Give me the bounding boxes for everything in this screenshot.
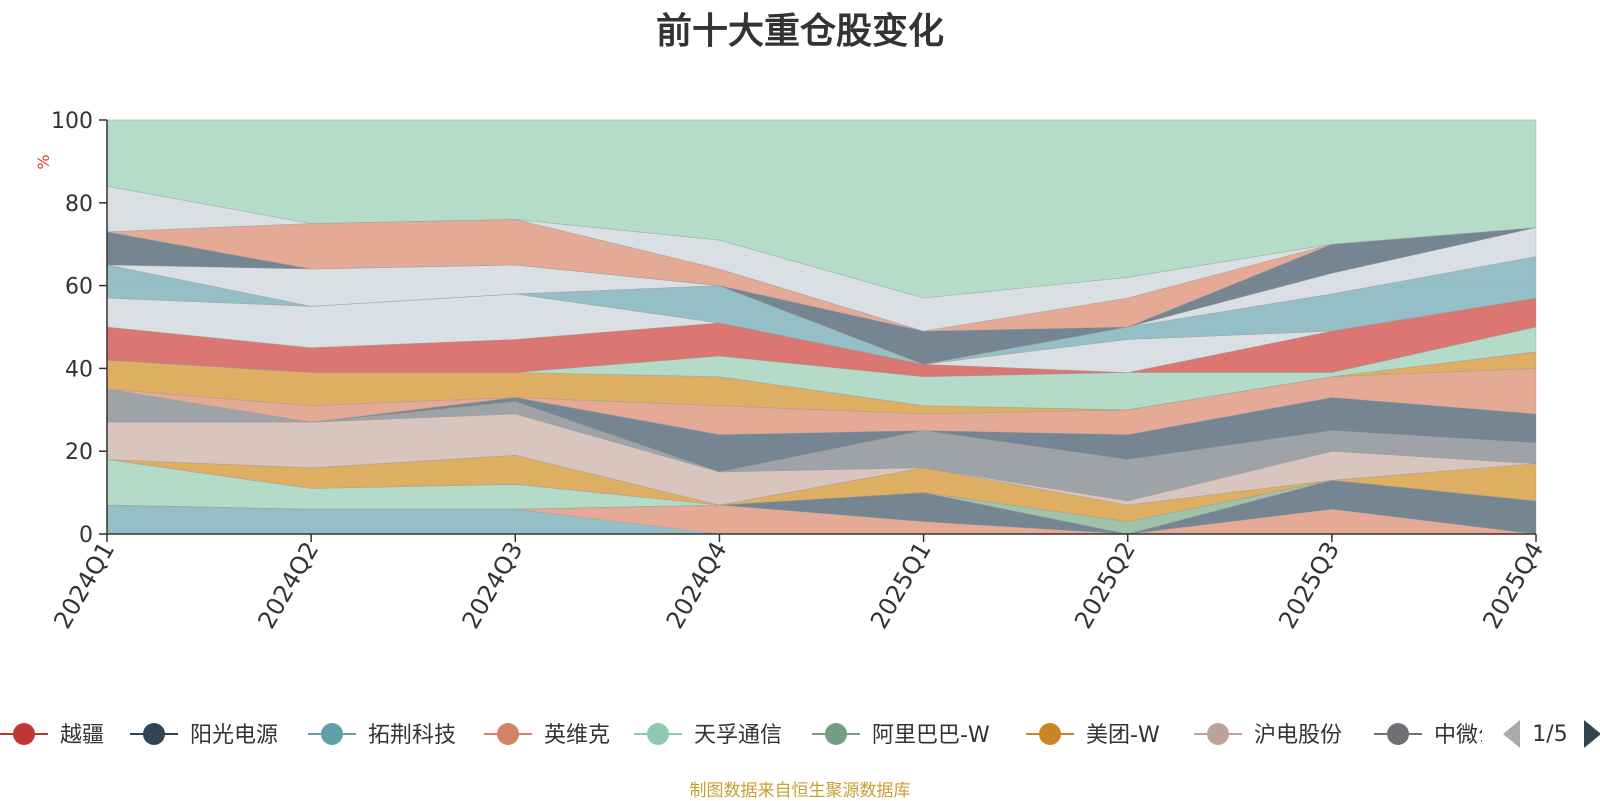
x-tick-label: 2024Q1 (48, 537, 120, 633)
legend-label: 美团-W (1086, 723, 1160, 748)
legend-marker (143, 723, 165, 745)
legend-label: 中微公司 (1434, 723, 1522, 748)
legend-item[interactable]: 拓荆科技 (308, 723, 456, 748)
legend-label: 天孚通信 (694, 723, 782, 748)
x-tick-label: 2025Q3 (1273, 537, 1345, 633)
x-tick-label: 2024Q4 (661, 537, 733, 633)
legend-marker (647, 723, 669, 745)
legend-marker (321, 723, 343, 745)
legend-label: 阳光电源 (190, 723, 278, 748)
legend-label: 拓荆科技 (368, 723, 456, 748)
y-tick-label: 40 (65, 357, 93, 382)
legend-item[interactable]: 美团-W (1026, 723, 1160, 748)
legend-item[interactable]: 沪电股份 (1194, 723, 1342, 748)
area-band (106, 119, 1537, 299)
legend-marker (1207, 723, 1229, 745)
y-tick-label: 20 (65, 440, 93, 465)
legend-marker (825, 723, 847, 745)
legend-marker (1387, 723, 1409, 745)
legend-row: 越疆 阳光电源 拓荆科技 英维克 天孚通信 阿里巴巴-W 美团-W 沪电股份 中微公司 (0, 723, 1522, 748)
y-tick-label: 0 (79, 523, 93, 548)
legend-item[interactable]: 越疆 (0, 723, 104, 748)
legend-page-indicator: 1/5 (1532, 722, 1567, 747)
chart-title: 前十大重仓股变化 (655, 11, 944, 52)
x-tick-label: 2025Q2 (1069, 537, 1141, 633)
legend-item[interactable]: 阿里巴巴-W (812, 723, 990, 748)
x-tick-label: 2024Q2 (252, 537, 324, 633)
legend-label: 英维克 (544, 723, 610, 748)
x-tick-label: 2025Q4 (1477, 537, 1549, 633)
legend-prev-icon[interactable] (1503, 720, 1520, 748)
legend-marker (497, 723, 519, 745)
source-note: 制图数据来自恒生聚源数据库 (689, 781, 911, 801)
legend-item[interactable]: 英维克 (484, 723, 610, 748)
legend-marker (13, 723, 35, 745)
y-tick-label: 60 (65, 275, 93, 300)
legend-pager: 1/5 (1503, 720, 1600, 748)
y-axis-label: % (34, 154, 53, 169)
legend-item[interactable]: 中微公司 (1374, 723, 1522, 748)
y-tick-label: 100 (51, 109, 93, 134)
legend-marker (1039, 723, 1061, 745)
legend-label: 沪电股份 (1254, 723, 1342, 748)
legend-label: 越疆 (60, 723, 104, 748)
legend-item[interactable]: 天孚通信 (634, 723, 782, 748)
stacked-areas (106, 119, 1537, 535)
y-tick-label: 80 (65, 192, 93, 217)
x-tick-label: 2025Q1 (865, 537, 937, 633)
legend: 越疆 阳光电源 拓荆科技 英维克 天孚通信 阿里巴巴-W 美团-W 沪电股份 中微公司 (0, 723, 1522, 748)
legend-label: 阿里巴巴-W (872, 723, 990, 748)
legend-next-icon[interactable] (1584, 720, 1600, 748)
legend-item[interactable]: 阳光电源 (130, 723, 278, 748)
x-tick-label: 2024Q3 (457, 537, 529, 633)
